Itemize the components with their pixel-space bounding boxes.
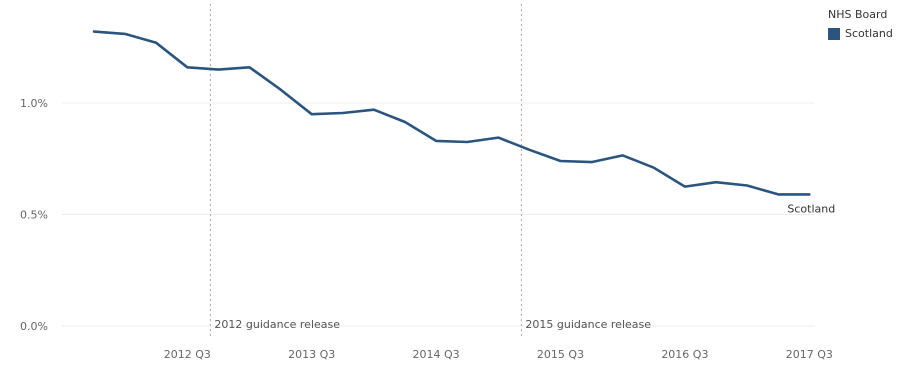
legend-item-label: Scotland [845, 27, 893, 40]
x-axis: 2012 Q3 2013 Q3 2014 Q3 2015 Q3 2016 Q3 2017 … [164, 348, 833, 361]
series-line-scotland[interactable] [92, 30, 811, 196]
x-tick-label: 2013 Q3 [288, 348, 335, 361]
x-tick-label: 2014 Q3 [413, 348, 460, 361]
reference-line-label: 2012 guidance release [214, 318, 340, 331]
grid-layer [62, 102, 815, 327]
x-tick-label: 2016 Q3 [661, 348, 708, 361]
legend: NHS Board Scotland [828, 8, 893, 40]
y-tick-label: 0.5% [20, 209, 48, 222]
y-tick-label: 0.0% [20, 320, 48, 333]
x-tick-label: 2017 Q3 [786, 348, 833, 361]
y-tick-label: 1.0% [20, 97, 48, 110]
legend-swatch [828, 27, 840, 40]
series-end-label: Scotland [787, 202, 835, 215]
legend-item-scotland[interactable]: Scotland [828, 27, 893, 40]
y-axis: 0.0% 0.5% 1.0% [20, 97, 48, 333]
label-layer: Scotland [787, 202, 835, 215]
x-tick-label: 2015 Q3 [537, 348, 584, 361]
x-tick-label: 2012 Q3 [164, 348, 211, 361]
reference-line-label: 2015 guidance release [525, 318, 651, 331]
reference-lines: 2012 guidance release 2015 guidance relea… [209, 4, 651, 338]
series-layer [92, 30, 811, 196]
legend-title: NHS Board [828, 8, 888, 21]
